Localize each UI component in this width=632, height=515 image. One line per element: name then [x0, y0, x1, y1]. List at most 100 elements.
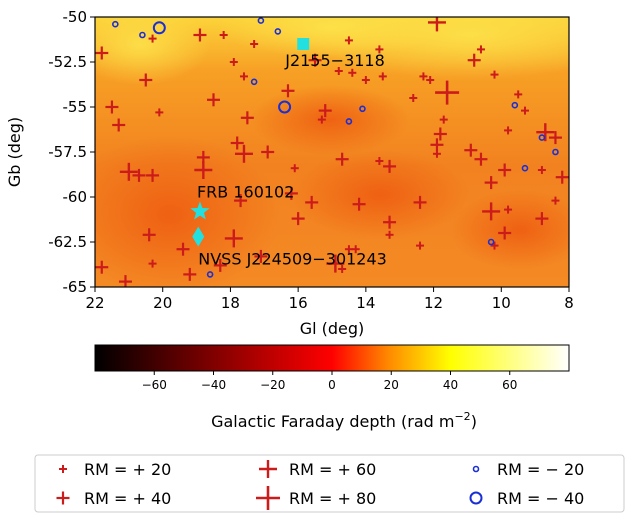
negative-rm-marker [345, 118, 353, 125]
negative-rm-marker [278, 100, 292, 114]
source-diamond-marker [192, 226, 205, 247]
positive-rm-marker [234, 194, 248, 208]
positive-rm-marker [383, 159, 397, 173]
positive-rm-marker [305, 195, 319, 209]
negative-rm-marker [257, 17, 265, 24]
legend-entry: RM = − 20 [472, 460, 584, 479]
y-tick-label: -60 [63, 188, 88, 206]
legend-box [34, 454, 625, 513]
positive-rm-marker [326, 254, 345, 273]
positive-rm-marker [148, 259, 157, 268]
negative-rm-marker [521, 164, 529, 172]
positive-rm-marker [378, 72, 387, 81]
x-tick-label: 16 [289, 294, 308, 312]
positive-rm-marker [435, 80, 460, 105]
positive-rm-marker [290, 164, 299, 173]
positive-rm-marker [193, 28, 207, 42]
legend-entry: RM = − 40 [469, 489, 584, 508]
positive-rm-marker [432, 149, 441, 158]
positive-rm-marker [413, 195, 427, 209]
positive-rm-marker [317, 115, 326, 124]
colorbar-tick-label: −60 [142, 378, 167, 392]
positive-rm-marker [118, 275, 132, 287]
positive-rm-marker [105, 100, 119, 114]
positive-rm-marker [334, 67, 343, 75]
legend-circle-marker [472, 465, 480, 473]
legend-entry: RM = + 80 [256, 486, 376, 510]
negative-rm-marker [552, 148, 559, 156]
legend-plus-marker [256, 486, 280, 510]
positive-rm-marker [112, 118, 126, 132]
legend-entry: RM = + 60 [259, 460, 376, 479]
positive-rm-marker [281, 84, 295, 98]
positive-rm-marker [361, 76, 370, 84]
negative-rm-marker [511, 101, 519, 109]
positive-rm-marker [490, 241, 499, 250]
positive-rm-marker [490, 70, 499, 79]
positive-rm-marker [291, 212, 305, 226]
positive-rm-marker [409, 94, 418, 102]
legend-plus-marker [59, 465, 67, 473]
annotation-label: NVSS J224509−301243 [198, 250, 387, 269]
positive-rm-marker [95, 260, 109, 274]
positive-rm-marker [535, 212, 549, 226]
axes: 22 20 18 16 14 12 10 8 -50 -52.5 -55 -57.5 -60 -62.5 -… [48, 8, 574, 312]
colorbar-label-end: ) [471, 412, 477, 431]
positive-rm-marker [250, 40, 259, 48]
positive-rm-marker [95, 46, 109, 60]
rm-markers [95, 17, 569, 287]
legend-plus-marker [56, 491, 70, 505]
positive-rm-marker [375, 45, 384, 54]
positive-rm-marker [230, 136, 244, 150]
positive-rm-marker [352, 197, 366, 211]
legend-label: RM = − 40 [497, 489, 584, 508]
positive-rm-marker [234, 144, 253, 163]
x-tick-label: 10 [492, 294, 511, 312]
negative-rm-marker [112, 20, 119, 28]
positive-rm-marker [385, 230, 394, 239]
negative-rm-marker [139, 31, 146, 39]
legend-label: RM = − 20 [497, 460, 584, 479]
positive-rm-marker [213, 258, 227, 272]
legend-label: RM = + 20 [84, 460, 171, 479]
legend-circle-marker [469, 491, 483, 505]
positive-rm-marker [146, 168, 160, 182]
colorbar-label-sup: −2 [454, 410, 470, 423]
colorbar-ticks: −60 −40 −20 0 20 40 60 [142, 371, 517, 392]
positive-rm-marker [520, 106, 529, 115]
annotations: J2155−3118 FRB 160102 NVSS J224509−301243 [190, 38, 387, 269]
y-tick-label: -50 [63, 8, 88, 26]
positive-rm-marker [224, 229, 243, 248]
positive-rm-marker [484, 176, 498, 190]
positive-rm-marker [183, 267, 197, 281]
positive-rm-marker [229, 58, 238, 66]
x-axis-label: Gl (deg) [300, 319, 365, 338]
positive-rm-marker [344, 36, 353, 45]
x-tick-label: 12 [424, 294, 443, 312]
positive-rm-marker [155, 108, 164, 117]
positive-rm-marker [439, 115, 448, 124]
positive-rm-marker [426, 76, 435, 84]
positive-rm-marker [555, 170, 569, 184]
positive-rm-marker [498, 163, 512, 177]
colorbar-tick-label: −40 [201, 378, 226, 392]
positive-rm-marker [335, 152, 349, 166]
y-tick-label: -62.5 [48, 233, 87, 251]
colorbar-label-main: Galactic Faraday depth (rad m [211, 412, 454, 431]
legend-label: RM = + 60 [289, 460, 376, 479]
positive-rm-marker [537, 166, 546, 174]
positive-rm-marker [504, 205, 513, 214]
positive-rm-marker [119, 162, 138, 181]
positive-rm-marker [375, 157, 384, 165]
legend-label: RM = + 40 [84, 489, 171, 508]
positive-rm-marker [416, 241, 425, 250]
x-tick-label: 18 [221, 294, 240, 312]
x-tick-label: 22 [85, 294, 104, 312]
colorbar-label: Galactic Faraday depth (rad m−2) [211, 410, 477, 431]
negative-rm-marker [487, 238, 495, 246]
positive-rm-marker [482, 202, 501, 221]
positive-rm-marker [514, 90, 523, 99]
colorbar [94, 344, 570, 372]
legend-label: RM = + 80 [289, 489, 376, 508]
